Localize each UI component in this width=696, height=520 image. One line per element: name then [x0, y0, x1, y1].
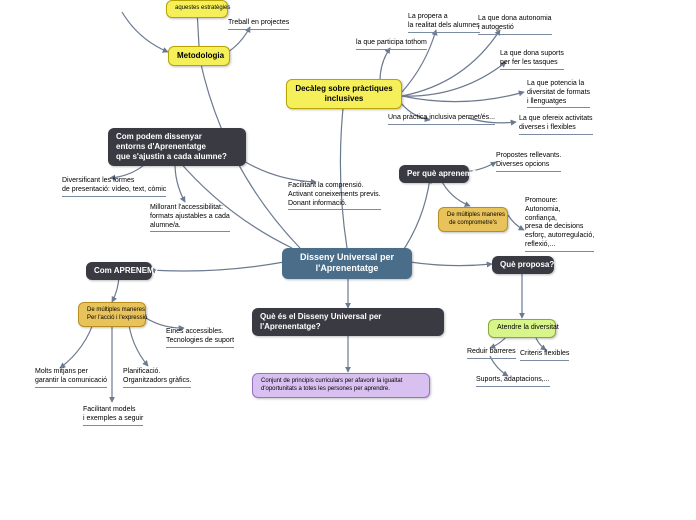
node-estrat: aquestes estratègies — [166, 0, 228, 18]
note-treball: Treball en projectes — [228, 19, 289, 30]
edge — [150, 262, 284, 271]
note-potencia: La que potencia la diversitat de formats… — [527, 80, 590, 108]
note-facilitant: Facilitant la comprensió. Activant conei… — [288, 182, 381, 210]
note-propostes: Propostes rellevants. Diverses opcions — [496, 152, 561, 172]
edge — [380, 48, 390, 80]
node-expressio: De múltiples maneres Per l'acció i l'exp… — [78, 302, 146, 327]
note-practica: Una pràctica inclusiva permet/és... — [388, 114, 495, 125]
edge — [175, 160, 185, 202]
note-mitjans: Molts mitjans per garantir la comunicaci… — [35, 368, 107, 388]
node-compromet: De múltiples maneres de comprometre's — [438, 207, 508, 232]
node-proposa: Què proposa? — [492, 256, 554, 274]
note-autonomia: La que dona autonomia i autogestió — [478, 15, 552, 35]
edge — [410, 262, 492, 266]
edge — [490, 356, 508, 376]
edge — [508, 215, 524, 230]
node-dissenyar: Com podem dissenyar entorns d'Aprenentat… — [108, 128, 246, 166]
note-diversif: Diversificant les formes de presentació:… — [62, 177, 166, 197]
note-barreres: Reduir barreres — [467, 348, 516, 359]
note-ofereix: La que ofereix activitats diverses i fle… — [519, 115, 593, 135]
node-perque: Per què aprenem? — [399, 165, 469, 183]
edge — [122, 12, 168, 52]
note-planif: Planificació. Organitzadors gràfics. — [123, 368, 191, 388]
node-comAprenem: Com APRENEM? — [86, 262, 152, 280]
node-metod: Metodologia — [168, 46, 230, 66]
note-propera: La propera a la realitat dels alumnes — [408, 13, 480, 33]
note-eines: Eines accessibles. Tecnologies de suport — [166, 328, 234, 348]
node-definicio: Conjunt de principis curriculars per afa… — [252, 373, 430, 398]
edge — [242, 160, 316, 182]
edge — [400, 178, 430, 255]
edge — [402, 92, 524, 102]
note-millorant: Millorant l'accessibilitat: formats ajus… — [150, 204, 230, 232]
edge — [402, 62, 506, 96]
note-participa: la que participa tothom — [356, 39, 427, 50]
note-models: Facilitant models i exemples a seguir — [83, 406, 143, 426]
node-queEs: Què és el Disseny Universal per l'Aprene… — [252, 308, 444, 336]
edge — [340, 99, 347, 248]
note-promoure: Promoure: Autonomia, confiança, presa de… — [525, 197, 594, 252]
note-suports: La que dona suports per fer les tasques — [500, 50, 564, 70]
note-criteris: Criteris flexibles — [520, 350, 569, 361]
note-adaptacions: Suports, adaptacions,... — [476, 376, 550, 387]
node-decaleg: Decàleg sobre pràctiques inclusives — [286, 79, 402, 109]
node-center: Disseny Universal per l'Aprenentatge — [282, 248, 412, 279]
node-atendre: Atendre la diversitat — [488, 319, 556, 338]
